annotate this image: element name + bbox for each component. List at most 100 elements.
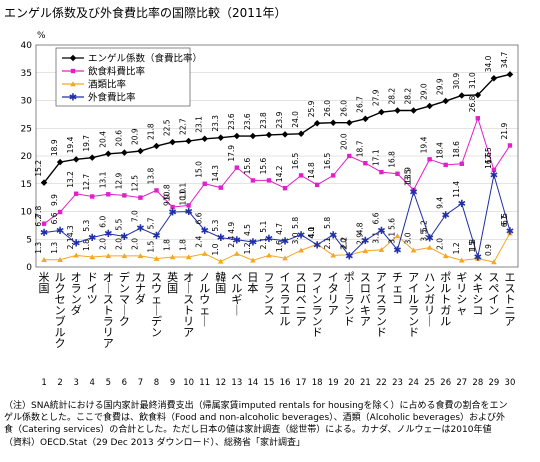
data-point: ✱	[345, 251, 353, 262]
data-point	[121, 253, 128, 259]
data-point	[458, 92, 466, 99]
data-label: 2.2	[339, 237, 348, 249]
data-point	[282, 255, 288, 261]
data-point	[73, 191, 79, 196]
category-label: アイルランド	[408, 271, 419, 339]
data-point	[121, 149, 128, 156]
data-label: 4.5	[243, 224, 252, 236]
category-label: カナダ	[135, 271, 146, 306]
data-point	[266, 178, 272, 183]
data-point	[281, 131, 289, 138]
data-point: ✱	[233, 235, 241, 246]
data-label: 6.0	[98, 216, 107, 228]
data-label: 14.8	[307, 162, 316, 179]
y-tick-label: 15	[21, 180, 32, 190]
data-point	[265, 131, 273, 139]
data-point	[459, 161, 464, 166]
data-label: 15.6	[259, 157, 268, 174]
data-point	[378, 108, 385, 116]
legend-label: エンゲル係数（食費比率）	[88, 53, 202, 65]
index-number: 1	[41, 378, 46, 388]
data-point: ✱	[506, 226, 514, 237]
data-label: 27.9	[371, 89, 380, 106]
data-label: 34.0	[484, 55, 493, 72]
index-number: 8	[154, 378, 159, 388]
data-point	[410, 247, 417, 253]
data-label: 4.8	[355, 222, 364, 234]
data-label: 7.8	[34, 206, 43, 218]
data-point	[106, 192, 111, 197]
data-label: 1.6	[275, 240, 284, 252]
data-point	[153, 255, 160, 261]
category-label: フィンランド	[312, 271, 323, 339]
data-label: 26.7	[355, 96, 364, 113]
data-point	[395, 171, 400, 176]
data-label: 3.1	[388, 232, 397, 244]
data-label: 15.6	[243, 157, 252, 174]
category-label: ポ｜ランド	[344, 271, 355, 328]
data-label: 19.4	[420, 136, 429, 153]
data-label: 5.8	[291, 217, 300, 229]
data-label: 17.9	[227, 145, 236, 162]
data-point	[137, 253, 144, 259]
data-label: 6.2	[34, 214, 43, 226]
data-point	[506, 71, 514, 78]
y-tick-label: 25	[21, 124, 32, 134]
data-point: ✱	[136, 224, 144, 235]
data-label: 14.2	[275, 165, 284, 182]
series-layer: 15.2 18.9 19.4 19.7 20.4 20.6 20.9 21.8 22.5 22.7…	[34, 51, 514, 265]
data-label: 5.7	[147, 217, 156, 229]
footnote-line: （注）SNA統計における国内家計最終消費支出（帰属家賃imputed renta…	[4, 399, 508, 411]
data-point: ✱	[88, 233, 96, 244]
legend-label: 外食費比率	[88, 92, 136, 104]
data-label: 12.5	[130, 175, 139, 192]
footnote-line: 食（Catering services）の合計とした。ただし日本の値は家計調査（…	[4, 423, 491, 435]
y-tick-label: 20	[21, 152, 33, 162]
data-label: 2.0	[98, 238, 107, 250]
category-label: アイスランド	[376, 271, 387, 339]
data-point	[40, 179, 48, 186]
data-label: 25.9	[307, 100, 316, 117]
data-label: 1.3	[34, 242, 43, 254]
data-label: 13.8	[147, 167, 156, 184]
index-number: 30	[505, 378, 516, 388]
data-point	[394, 107, 401, 114]
index-number: 22	[376, 378, 387, 388]
index-number: 3	[73, 378, 78, 388]
data-point	[169, 254, 176, 260]
data-point	[153, 142, 160, 150]
data-label: 5.3	[211, 219, 220, 231]
data-point	[378, 246, 385, 252]
data-label: 11.4	[452, 181, 461, 198]
legend-label: 飲食料費比率	[88, 66, 146, 78]
legend-marker	[70, 81, 76, 87]
y-tick-label: 5	[26, 235, 32, 245]
data-point	[217, 258, 224, 264]
index-number: 9	[170, 378, 175, 388]
data-point	[394, 233, 401, 239]
data-label: 9.9	[50, 194, 59, 206]
data-point	[298, 247, 304, 253]
data-point	[507, 143, 513, 148]
category-label: 英国	[167, 270, 178, 295]
data-label: 23.1	[195, 116, 204, 133]
data-point	[314, 241, 320, 247]
data-point	[138, 195, 143, 200]
data-label: 1.2	[243, 242, 252, 254]
data-label: 2.0	[114, 238, 123, 250]
data-point	[346, 119, 353, 126]
data-point	[329, 119, 337, 126]
index-number: 13	[231, 378, 242, 388]
data-point	[90, 194, 95, 199]
data-point	[443, 162, 448, 168]
data-point	[330, 252, 337, 258]
series-line	[43, 174, 511, 258]
data-point	[410, 107, 417, 114]
category-label: スロバキア	[360, 271, 371, 328]
data-point	[442, 97, 449, 105]
data-label: 1.3	[50, 242, 59, 254]
footnotes: （注）SNA統計における国内家計最終消費支出（帰属家賃imputed renta…	[4, 399, 508, 448]
data-label: 13.2	[66, 171, 75, 188]
data-label: 21.8	[147, 123, 156, 140]
